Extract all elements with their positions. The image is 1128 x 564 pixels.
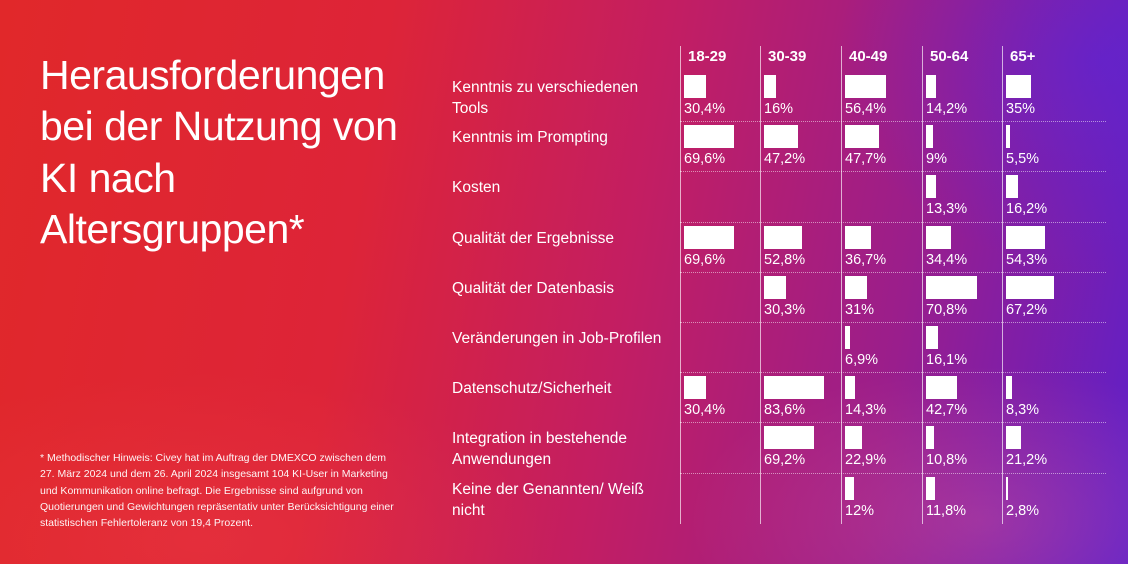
- value-label: 34,4%: [926, 251, 968, 268]
- column-header-18-29: 18-29: [688, 48, 727, 65]
- value-label: 5,5%: [1006, 151, 1040, 168]
- bar-30-39: [764, 75, 776, 98]
- value-label: 69,2%: [764, 452, 806, 469]
- bar-50-64: [926, 75, 937, 98]
- row-divider: [680, 372, 1106, 374]
- bar-40-49: [845, 225, 872, 249]
- bar-18-29: [684, 125, 735, 149]
- bar-50-64: [926, 125, 933, 149]
- value-label: 14,2%: [926, 101, 968, 117]
- bar-30-39: [764, 426, 814, 450]
- value-label: 30,4%: [684, 402, 726, 419]
- bar-50-64: [926, 275, 977, 299]
- column-header-30-39: 30-39: [768, 48, 807, 65]
- value-label: 35%: [1006, 101, 1036, 117]
- row-divider: [680, 472, 1106, 474]
- bar-40-49: [845, 275, 868, 299]
- value-label: 22,9%: [845, 452, 887, 469]
- bar-50-64: [926, 376, 957, 400]
- bar-65+: [1006, 75, 1032, 98]
- value-label: 30,4%: [684, 101, 726, 117]
- row-divider: [680, 422, 1106, 424]
- value-label: 47,2%: [764, 151, 806, 168]
- bar-65+: [1006, 476, 1008, 500]
- bar-50-64: [926, 225, 951, 249]
- bar-65+: [1006, 426, 1022, 450]
- value-label: 21,2%: [1006, 452, 1048, 469]
- row-label: Kosten: [452, 179, 501, 197]
- value-label: 56,4%: [845, 101, 887, 117]
- value-label: 52,8%: [764, 251, 806, 268]
- row-label: Qualität der Ergebnisse: [452, 229, 614, 247]
- row-label: Kenntnis im Prompting: [452, 129, 608, 147]
- column-divider: [760, 46, 761, 524]
- row-label: Veränderungen in Job-Profilen: [452, 330, 662, 347]
- value-label: 16%: [764, 101, 794, 117]
- bar-30-39: [764, 225, 802, 249]
- row-label: Integration in bestehende Anwendungen: [452, 430, 627, 469]
- value-label: 69,6%: [684, 251, 726, 268]
- value-label: 12%: [845, 502, 875, 519]
- value-label: 47,7%: [845, 151, 887, 168]
- value-label: 13,3%: [926, 201, 968, 218]
- value-label: 69,6%: [684, 151, 726, 168]
- bar-40-49: [845, 426, 862, 450]
- bar-18-29: [684, 225, 735, 249]
- row-divider: [680, 271, 1106, 273]
- bar-65+: [1006, 275, 1055, 299]
- row-divider: [680, 171, 1106, 173]
- bar-30-39: [764, 376, 825, 400]
- row-divider: [680, 121, 1106, 123]
- bar-40-49: [845, 326, 850, 349]
- row-label: Keine der Genannten/ Weiß nicht: [452, 480, 644, 519]
- bar-50-64: [926, 175, 936, 199]
- value-label: 2,8%: [1006, 502, 1040, 519]
- value-label: 10,8%: [926, 452, 968, 469]
- value-label: 36,7%: [845, 251, 887, 268]
- column-header-40-49: 40-49: [849, 48, 888, 65]
- bar-40-49: [845, 376, 856, 400]
- bar-30-39: [764, 275, 786, 299]
- bar-65+: [1006, 175, 1018, 199]
- chart-title: Herausforderungen bei der Nutzung von KI…: [40, 52, 398, 252]
- row-divider: [680, 221, 1106, 223]
- row-label: Kenntnis zu verschiedenen Tools: [452, 79, 639, 117]
- value-label: 31%: [845, 301, 875, 318]
- methodology-footnote: * Methodischer Hinweis: Civey hat im Auf…: [40, 452, 394, 530]
- row-label: Qualität der Datenbasis: [452, 279, 614, 297]
- column-divider: [922, 46, 923, 524]
- bar-18-29: [684, 75, 706, 98]
- value-label: 14,3%: [845, 402, 887, 419]
- value-label: 11,8%: [926, 502, 967, 519]
- column-divider: [680, 46, 681, 524]
- bar-50-64: [926, 326, 938, 349]
- bar-65+: [1006, 125, 1010, 149]
- row-divider: [680, 322, 1106, 323]
- value-label: 9%: [926, 151, 947, 168]
- column-divider: [1002, 46, 1003, 524]
- value-label: 16,1%: [926, 352, 968, 368]
- column-header-50-64: 50-64: [930, 48, 969, 65]
- bar-18-29: [684, 376, 706, 400]
- bar-65+: [1006, 376, 1012, 400]
- column-header-65+: 65+: [1010, 48, 1036, 65]
- bar-50-64: [926, 426, 934, 450]
- value-label: 6,9%: [845, 352, 879, 368]
- value-label: 30,3%: [764, 301, 806, 318]
- bar-30-39: [764, 125, 798, 149]
- value-label: 54,3%: [1006, 251, 1048, 268]
- bar-40-49: [845, 75, 886, 98]
- value-label: 70,8%: [926, 301, 968, 318]
- value-label: 67,2%: [1006, 301, 1048, 318]
- row-label: Datenschutz/Sicherheit: [452, 380, 612, 398]
- bar-50-64: [926, 476, 935, 500]
- value-label: 42,7%: [926, 402, 968, 419]
- value-label: 8,3%: [1006, 402, 1040, 419]
- column-divider: [841, 46, 842, 524]
- value-label: 83,6%: [764, 402, 806, 419]
- value-label: 16,2%: [1006, 201, 1048, 218]
- bar-40-49: [845, 125, 880, 149]
- bar-65+: [1006, 225, 1046, 249]
- bar-40-49: [845, 476, 854, 500]
